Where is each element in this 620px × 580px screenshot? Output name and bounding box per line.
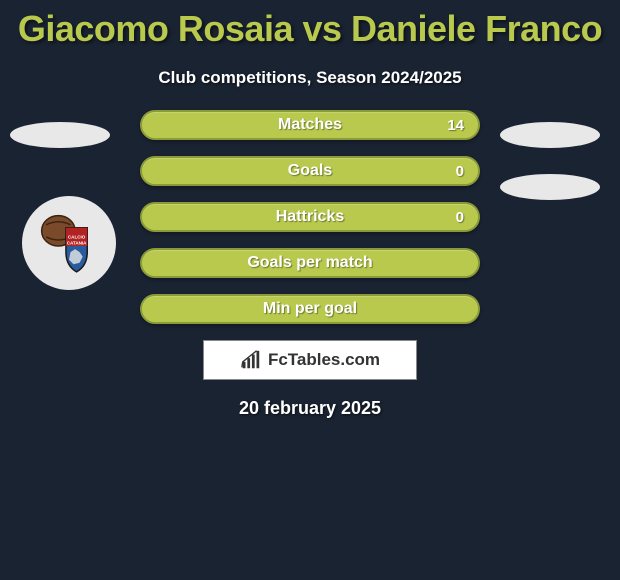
club-shield-icon: CALCIO CATANIA [31,205,107,281]
stat-value-right: 0 [456,209,464,226]
stat-label: Goals per match [247,254,372,272]
stat-row-hattricks: Hattricks 0 [140,202,480,232]
stat-value-right: 14 [447,117,464,134]
stat-label: Hattricks [276,208,344,226]
stat-row-mpg: Min per goal [140,294,480,324]
branding-text: FcTables.com [268,350,380,370]
stat-label: Min per goal [263,300,357,318]
player-right-placeholder-2 [500,174,600,200]
player-right-placeholder-1 [500,122,600,148]
player-left-placeholder [10,122,110,148]
club-logo: CALCIO CATANIA [22,196,116,290]
stat-rows: Matches 14 Goals 0 Hattricks 0 Goals per… [140,110,480,324]
stat-row-gpm: Goals per match [140,248,480,278]
subtitle: Club competitions, Season 2024/2025 [0,68,620,88]
page-title: Giacomo Rosaia vs Daniele Franco [0,0,620,50]
chart-icon [240,349,262,371]
stat-value-right: 0 [456,163,464,180]
date-label: 20 february 2025 [0,398,620,419]
svg-text:CATANIA: CATANIA [67,241,87,246]
stat-row-matches: Matches 14 [140,110,480,140]
stat-label: Goals [288,162,332,180]
stat-label: Matches [278,116,342,134]
stat-row-goals: Goals 0 [140,156,480,186]
stats-area: CALCIO CATANIA Matches 14 Goals 0 Hattri… [0,110,620,419]
svg-text:CALCIO: CALCIO [68,234,86,239]
branding-box: FcTables.com [203,340,417,380]
